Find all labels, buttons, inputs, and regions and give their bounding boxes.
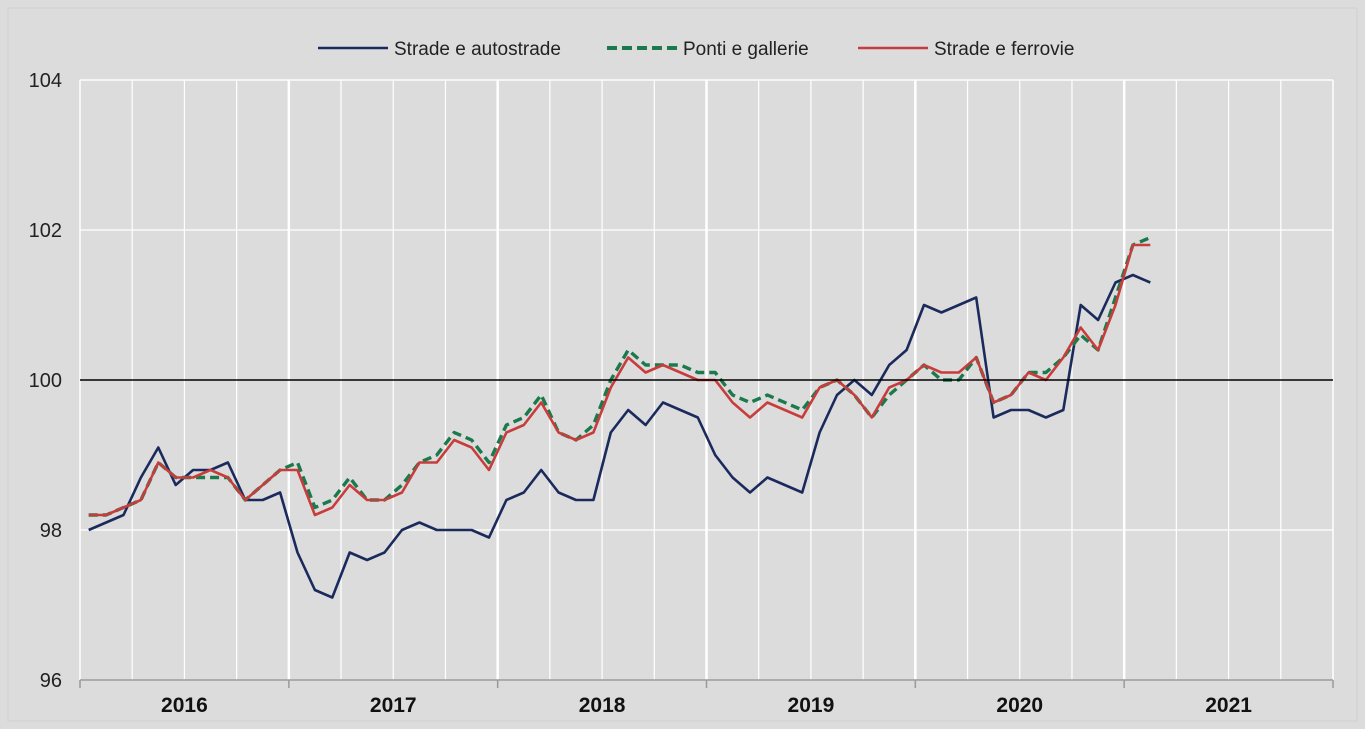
legend-label: Strade e autostrade [394, 39, 561, 60]
x-tick-label: 2020 [996, 694, 1043, 717]
x-tick-label: 2018 [579, 694, 626, 717]
axes: 96 98 100 102 104 2016 2017 2018 2019 2020 2021 [29, 70, 1334, 717]
x-tick-label: 2016 [161, 694, 208, 717]
x-tick-label: 2017 [370, 694, 417, 717]
y-tick-label: 96 [40, 670, 62, 692]
series-lines [80, 235, 1333, 599]
chart-frame [7, 7, 1358, 722]
y-tick-label: 98 [40, 520, 62, 542]
series-line-0 [88, 273, 1151, 599]
x-tick-label: 2019 [788, 694, 835, 717]
legend: Strade e autostrade Ponti e gallerie Strad… [318, 39, 1074, 60]
y-tick-label: 100 [29, 370, 62, 392]
series-line-2 [88, 243, 1151, 517]
x-tick-label: 2021 [1205, 694, 1252, 717]
y-tick-label: 104 [29, 70, 62, 92]
y-tick-label: 102 [29, 220, 62, 242]
legend-label: Strade e ferrovie [934, 39, 1074, 60]
legend-label: Ponti e gallerie [683, 39, 809, 60]
